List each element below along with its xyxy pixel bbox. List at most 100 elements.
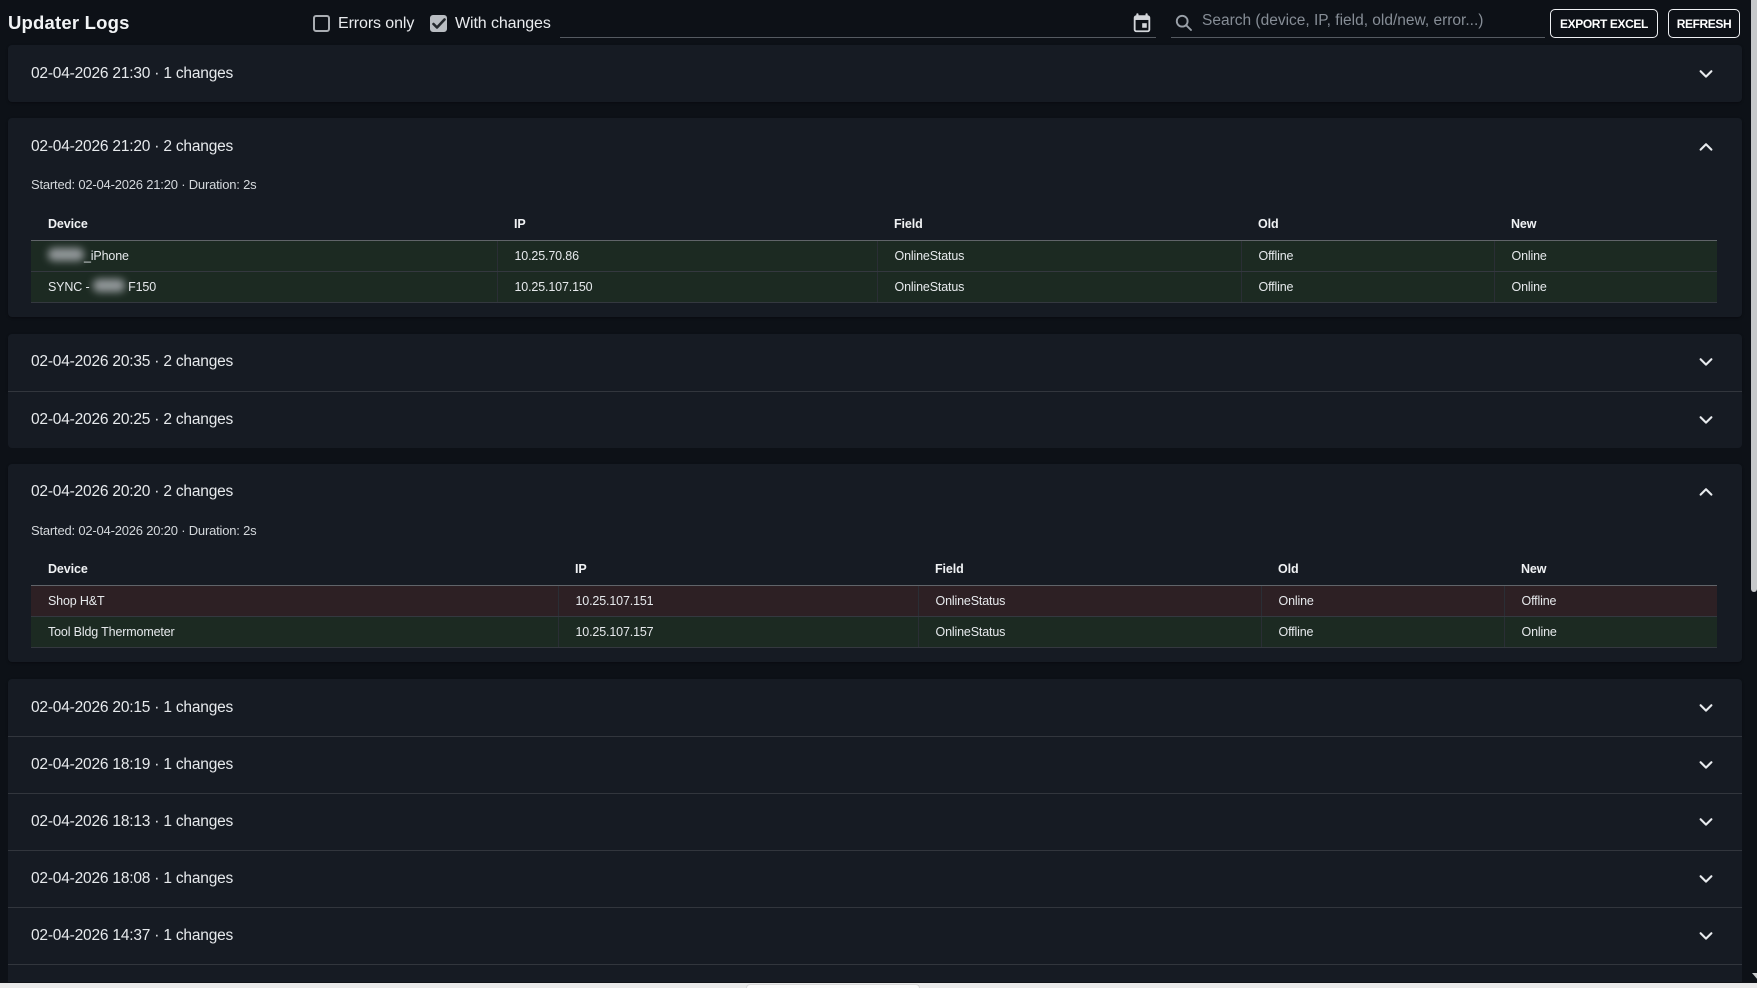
checkbox-checked-icon[interactable] — [430, 15, 447, 32]
log-entry-started-info: Started: 02-04-2026 21:20 · Duration: 2s — [31, 177, 257, 192]
log-entry-title: 02-04-2026 20:20 · 2 changes — [31, 483, 234, 500]
changes-table-header-row: Device IP Field Old New — [31, 553, 1717, 586]
device-cell: Shop H&T — [31, 585, 558, 617]
ip-cell: 10.25.107.151 — [557, 585, 918, 617]
change-row: SYNC - F150 10.25.107.150 OnlineStatus Offl… — [31, 271, 1717, 303]
log-entry-title: 02-04-2026 18:13 · 1 changes — [31, 813, 234, 830]
log-entry-started-info: Started: 02-04-2026 20:20 · Duration: 2s — [31, 522, 257, 538]
device-cell: Tool Bldg Thermometer — [31, 616, 558, 648]
export-excel-button[interactable]: EXPORT EXCEL — [1550, 9, 1658, 38]
log-entry: 02-04-2026 20:15 · 1 changes — [8, 679, 1742, 736]
log-entry-expanded: 02-04-2026 20:20 · 2 changes Started: 02-… — [8, 463, 1742, 663]
chevron-down-icon[interactable] — [1694, 350, 1718, 374]
log-entry: 02-04-2026 20:35 · 2 changes — [8, 333, 1742, 391]
chevron-up-icon[interactable] — [1694, 135, 1718, 159]
horizontal-scrollbar-thumb[interactable] — [746, 984, 920, 988]
old-value-cell: Offline — [1240, 271, 1494, 303]
log-entry-title: 02-04-2026 20:35 · 2 changes — [31, 353, 234, 370]
log-entry: 02-04-2026 20:25 · 2 changes — [8, 390, 1742, 448]
log-entry-summary[interactable]: 02-04-2026 20:35 · 2 changes — [8, 334, 1742, 391]
log-entry-title: 02-04-2026 20:25 · 2 changes — [31, 410, 234, 428]
log-entry-title: 02-04-2026 21:20 · 2 changes — [31, 137, 234, 155]
refresh-button[interactable]: REFRESH — [1668, 9, 1740, 38]
changes-table: Device IP Field Old New _iPhone 10.25.70.86 Onl… — [31, 208, 1717, 303]
changes-table-header-row: Device IP Field Old New — [31, 208, 1717, 241]
ip-cell: 10.25.70.86 — [496, 240, 877, 272]
change-row: Shop H&T 10.25.107.151 OnlineStatus Online O… — [31, 585, 1717, 617]
old-value-cell: Offline — [1240, 240, 1494, 272]
with-changes-label: With changes — [455, 14, 551, 32]
ip-cell: 10.25.107.157 — [557, 616, 918, 648]
change-row: Tool Bldg Thermometer 10.25.107.157 Online… — [31, 616, 1717, 648]
chevron-down-icon[interactable] — [1694, 696, 1718, 720]
device-cell: SYNC - F150 — [31, 271, 497, 303]
column-header: IP — [558, 553, 918, 586]
log-entry-summary[interactable]: 02-04-2026 18:13 · 1 changes — [8, 794, 1742, 850]
log-entries-list: 02-04-2026 21:30 · 1 changes 02-04-2026 2… — [8, 45, 1742, 988]
log-entry-title: 02-04-2026 18:08 · 1 changes — [31, 870, 234, 887]
log-entry-summary[interactable]: 02-04-2026 21:20 · 2 changes — [8, 118, 1742, 175]
checkbox-unchecked-icon[interactable] — [313, 15, 330, 32]
calendar-icon[interactable] — [1131, 12, 1153, 34]
log-entry: 02-04-2026 21:30 · 1 changes — [8, 45, 1742, 102]
horizontal-scrollbar[interactable] — [0, 982, 1757, 988]
new-value-cell: Online — [1503, 616, 1717, 648]
field-cell: OnlineStatus — [917, 585, 1261, 617]
with-changes-checkbox[interactable]: With changes — [430, 1, 551, 46]
date-filter-input[interactable] — [560, 6, 1120, 36]
log-entry-summary[interactable]: 02-04-2026 18:08 · 1 changes — [8, 851, 1742, 907]
search-field[interactable] — [1171, 0, 1545, 38]
log-entry-title: 02-04-2026 21:30 · 1 changes — [31, 64, 234, 82]
search-icon — [1174, 13, 1194, 38]
log-entry-details: Started: 02-04-2026 21:20 · Duration: 2s… — [8, 175, 1742, 317]
column-header: Old — [1261, 553, 1504, 586]
device-cell: _iPhone — [31, 240, 497, 272]
chevron-down-icon[interactable] — [1694, 810, 1718, 834]
chevron-down-icon[interactable] — [1694, 867, 1718, 891]
date-filter-field[interactable] — [560, 0, 1156, 38]
redacted-text — [92, 279, 125, 293]
change-row: _iPhone 10.25.70.86 OnlineStatus Offline Onl… — [31, 240, 1717, 272]
log-entry-summary[interactable]: 02-04-2026 20:20 · 2 changes — [8, 464, 1742, 521]
column-header: Field — [918, 553, 1261, 586]
log-entry-title: 02-04-2026 14:37 · 1 changes — [31, 927, 234, 944]
chevron-up-icon[interactable] — [1694, 480, 1718, 504]
column-header: Device — [31, 553, 558, 586]
log-entry-expanded: 02-04-2026 21:20 · 2 changes Started: 02-… — [8, 118, 1742, 317]
new-value-cell: Online — [1493, 240, 1717, 272]
search-input[interactable] — [1202, 5, 1542, 36]
log-entry: 02-04-2026 14:37 · 1 changes — [8, 907, 1742, 964]
column-header: New — [1494, 208, 1717, 241]
log-entry: 02-04-2026 18:19 · 1 changes — [8, 736, 1742, 793]
log-entry-summary[interactable]: 02-04-2026 20:25 · 2 changes — [8, 392, 1742, 448]
log-entry: 02-04-2026 18:13 · 1 changes — [8, 793, 1742, 850]
new-value-cell: Offline — [1503, 585, 1717, 617]
new-value-cell: Online — [1493, 271, 1717, 303]
chevron-down-icon[interactable] — [1694, 924, 1718, 948]
old-value-cell: Offline — [1260, 616, 1504, 648]
log-entry-summary[interactable]: 02-04-2026 18:19 · 1 changes — [8, 737, 1742, 793]
ip-cell: 10.25.107.150 — [496, 271, 877, 303]
log-entry-summary[interactable]: 02-04-2026 21:30 · 1 changes — [8, 45, 1742, 102]
page-title: Updater Logs — [8, 12, 130, 33]
errors-only-checkbox[interactable]: Errors only — [313, 1, 414, 46]
column-header: Field — [877, 208, 1241, 241]
log-entry-title: 02-04-2026 20:15 · 1 changes — [31, 698, 234, 716]
log-entry-details: Started: 02-04-2026 20:20 · Duration: 2s… — [8, 521, 1742, 663]
old-value-cell: Online — [1260, 585, 1504, 617]
scrollbar-down-arrow-icon[interactable] — [1752, 973, 1757, 980]
chevron-down-icon[interactable] — [1694, 753, 1718, 777]
column-header: New — [1504, 553, 1717, 586]
log-entry-summary[interactable]: 02-04-2026 20:15 · 1 changes — [8, 679, 1742, 736]
vertical-scrollbar-thumb[interactable] — [1751, 0, 1757, 592]
log-entry: 02-04-2026 18:08 · 1 changes — [8, 850, 1742, 907]
log-entry-summary[interactable]: 02-04-2026 14:37 · 1 changes — [8, 908, 1742, 964]
chevron-down-icon[interactable] — [1694, 408, 1718, 432]
field-cell: OnlineStatus — [917, 616, 1261, 648]
log-entry-title: 02-04-2026 18:19 · 1 changes — [31, 756, 234, 773]
column-header: Device — [31, 208, 497, 241]
column-header: Old — [1241, 208, 1494, 241]
chevron-down-icon[interactable] — [1694, 62, 1718, 86]
toolbar: Updater Logs Errors only With changes — [0, 0, 1747, 45]
errors-only-label: Errors only — [338, 14, 415, 32]
